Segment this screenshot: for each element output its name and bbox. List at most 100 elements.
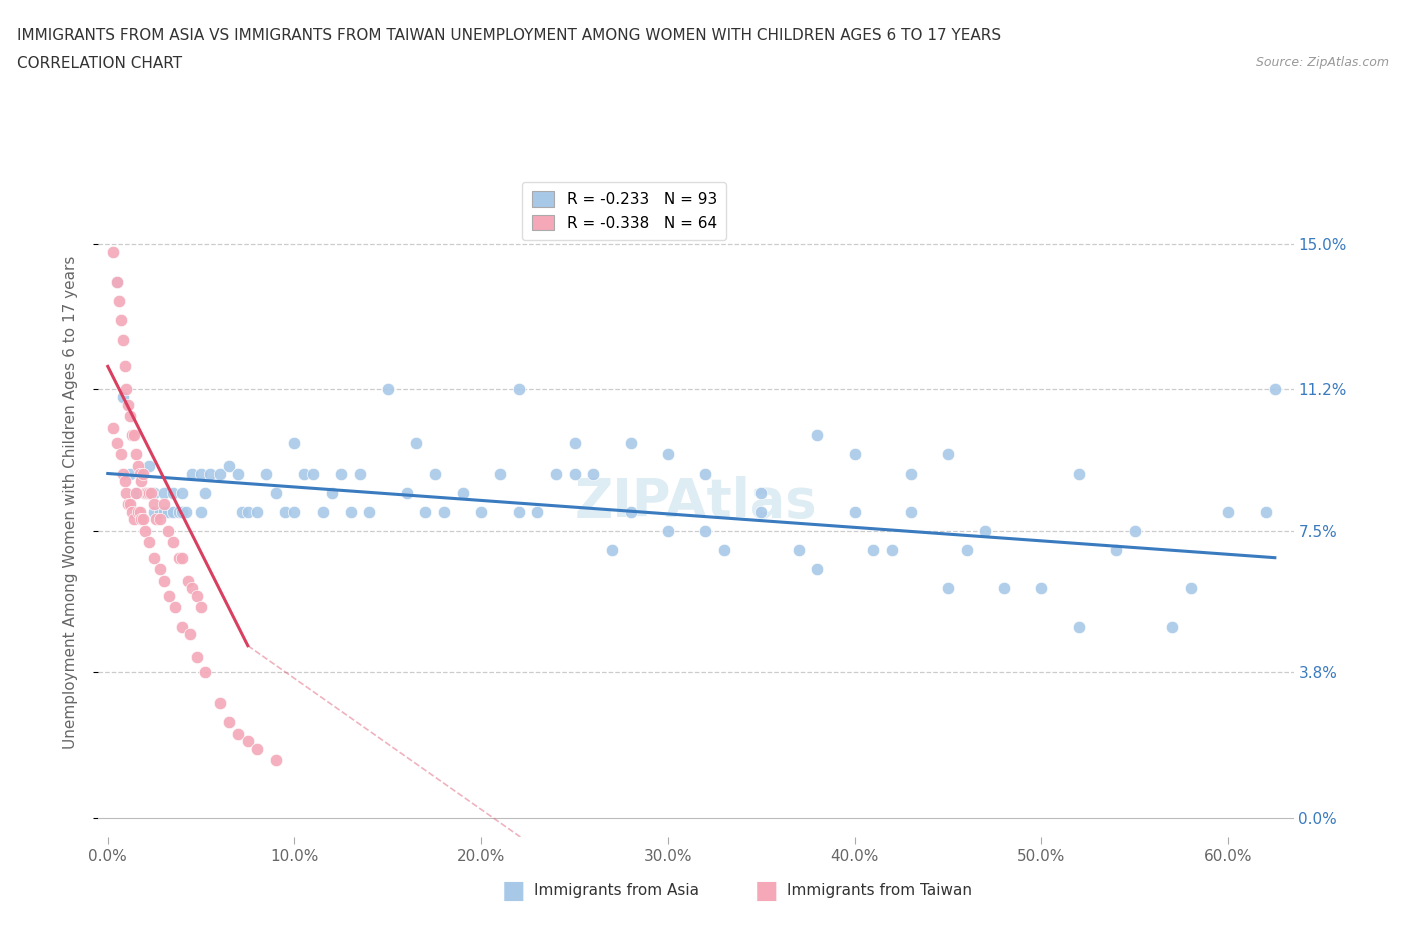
Point — [1067, 466, 1090, 481]
Point — [111, 332, 134, 347]
Point — [302, 466, 325, 481]
Point — [974, 524, 997, 538]
Point — [103, 245, 125, 259]
Point — [405, 435, 427, 450]
Point — [125, 485, 148, 500]
Point — [564, 466, 586, 481]
Point — [900, 466, 922, 481]
Point — [993, 581, 1015, 596]
Point — [1161, 619, 1184, 634]
Point — [190, 504, 212, 519]
Point — [121, 504, 143, 519]
Y-axis label: Unemployment Among Women with Children Ages 6 to 17 years: Unemployment Among Women with Children A… — [63, 256, 77, 749]
Point — [433, 504, 456, 519]
Point — [956, 542, 979, 557]
Point — [125, 447, 148, 462]
Point — [228, 726, 250, 741]
Point — [167, 504, 190, 519]
Point — [110, 447, 132, 462]
Point — [172, 619, 194, 634]
Point — [1254, 504, 1277, 519]
Point — [657, 447, 679, 462]
Point — [152, 497, 174, 512]
Point — [121, 428, 143, 443]
Text: Immigrants from Asia: Immigrants from Asia — [534, 884, 699, 898]
Point — [713, 542, 735, 557]
Point — [143, 504, 166, 519]
Point — [544, 466, 567, 481]
Point — [236, 734, 259, 749]
Point — [127, 458, 149, 473]
Point — [152, 504, 174, 519]
Point — [844, 447, 866, 462]
Point — [172, 551, 194, 565]
Point — [311, 504, 333, 519]
Point — [138, 535, 160, 550]
Text: ZIPAtlas: ZIPAtlas — [575, 476, 817, 528]
Point — [695, 466, 717, 481]
Point — [139, 485, 162, 500]
Point — [330, 466, 353, 481]
Point — [274, 504, 297, 519]
Point — [186, 650, 208, 665]
Point — [218, 458, 240, 473]
Point — [143, 551, 166, 565]
Point — [149, 504, 172, 519]
Point — [115, 382, 138, 397]
Point — [122, 428, 145, 443]
Text: ■: ■ — [502, 879, 524, 903]
Point — [157, 589, 180, 604]
Point — [395, 485, 418, 500]
Point — [105, 274, 128, 289]
Point — [186, 589, 208, 604]
Point — [149, 562, 172, 577]
Point — [110, 313, 132, 328]
Point — [1123, 524, 1146, 538]
Point — [208, 696, 231, 711]
Point — [172, 485, 194, 500]
Point — [152, 573, 174, 588]
Text: Immigrants from Taiwan: Immigrants from Taiwan — [787, 884, 973, 898]
Point — [246, 504, 269, 519]
Point — [120, 408, 142, 423]
Point — [156, 504, 179, 519]
Point — [145, 512, 167, 527]
Point — [125, 485, 148, 500]
Point — [657, 524, 679, 538]
Point — [489, 466, 512, 481]
Point — [936, 447, 959, 462]
Point — [218, 715, 240, 730]
Point — [600, 542, 623, 557]
Point — [620, 435, 643, 450]
Point — [120, 497, 142, 512]
Point — [190, 466, 212, 481]
Text: Source: ZipAtlas.com: Source: ZipAtlas.com — [1256, 56, 1389, 69]
Point — [451, 485, 474, 500]
Point — [423, 466, 446, 481]
Point — [413, 504, 436, 519]
Point — [1218, 504, 1240, 519]
Point — [131, 473, 153, 488]
Point — [470, 504, 492, 519]
Point — [103, 420, 125, 435]
Point — [228, 466, 250, 481]
Point — [111, 390, 134, 405]
Point — [508, 382, 530, 397]
Point — [1067, 619, 1090, 634]
Point — [131, 466, 153, 481]
Text: IMMIGRANTS FROM ASIA VS IMMIGRANTS FROM TAIWAN UNEMPLOYMENT AMONG WOMEN WITH CHI: IMMIGRANTS FROM ASIA VS IMMIGRANTS FROM … — [17, 28, 1001, 43]
Point — [526, 504, 548, 519]
Point — [200, 466, 222, 481]
Point — [246, 741, 269, 756]
Point — [174, 504, 197, 519]
Point — [283, 435, 305, 450]
Point — [1264, 382, 1286, 397]
Point — [131, 512, 153, 527]
Point — [1031, 581, 1053, 596]
Point — [564, 435, 586, 450]
Point — [231, 504, 253, 519]
Point — [179, 627, 201, 642]
Point — [162, 485, 184, 500]
Point — [128, 466, 150, 481]
Text: CORRELATION CHART: CORRELATION CHART — [17, 56, 181, 71]
